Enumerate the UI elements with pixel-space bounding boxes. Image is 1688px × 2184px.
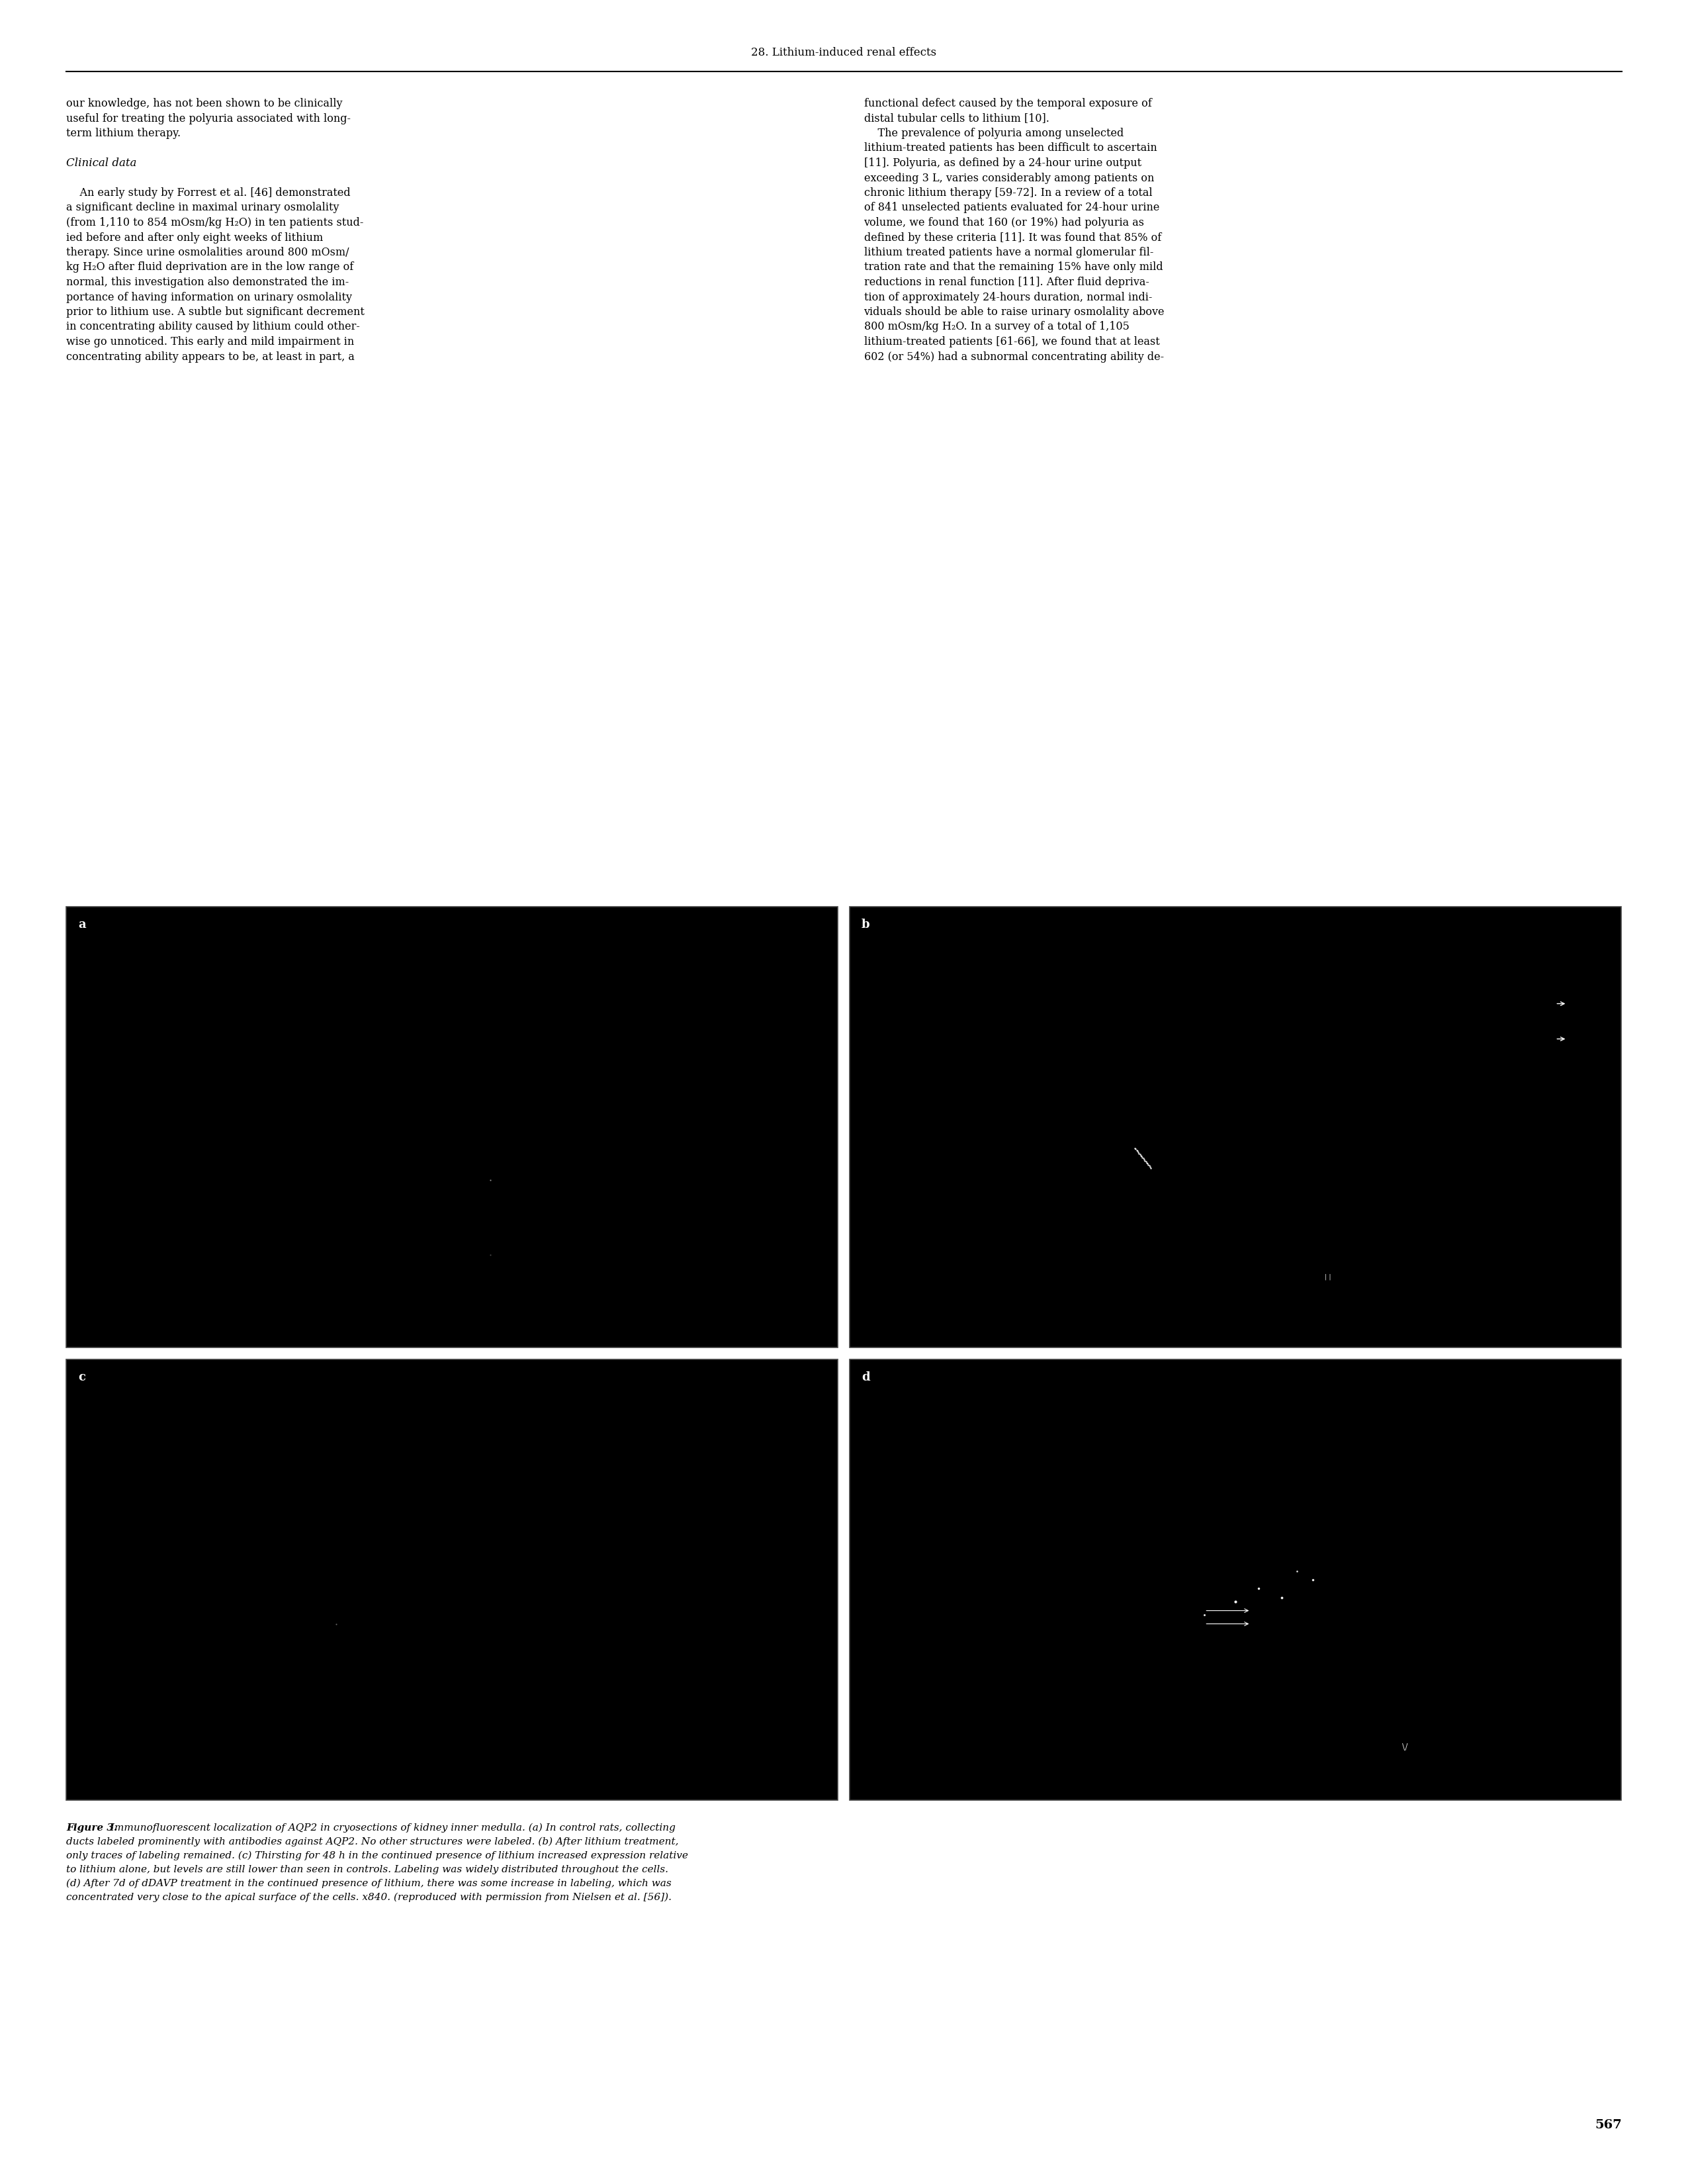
Text: useful for treating the polyuria associated with long-: useful for treating the polyuria associa… — [66, 114, 351, 124]
Text: of 841 unselected patients evaluated for 24-hour urine: of 841 unselected patients evaluated for… — [864, 203, 1160, 214]
Text: therapy. Since urine osmolalities around 800 mOsm/: therapy. Since urine osmolalities around… — [66, 247, 349, 258]
Text: 567: 567 — [1595, 2118, 1622, 2132]
Text: to lithium alone, but levels are still lower than seen in controls. Labeling was: to lithium alone, but levels are still l… — [66, 1865, 668, 1874]
Text: normal, this investigation also demonstrated the im-: normal, this investigation also demonstr… — [66, 277, 349, 288]
Bar — [66, 906, 837, 1348]
Text: prior to lithium use. A subtle but significant decrement: prior to lithium use. A subtle but signi… — [66, 306, 365, 317]
Text: concentrated very close to the apical surface of the cells. x840. (reproduced wi: concentrated very close to the apical su… — [66, 1894, 672, 1902]
Text: c: c — [78, 1372, 86, 1382]
Text: 800 mOsm/kg H₂O. In a survey of a total of 1,105: 800 mOsm/kg H₂O. In a survey of a total … — [864, 321, 1129, 332]
Text: kg H₂O after fluid deprivation are in the low range of: kg H₂O after fluid deprivation are in th… — [66, 262, 353, 273]
Text: in concentrating ability caused by lithium could other-: in concentrating ability caused by lithi… — [66, 321, 360, 332]
Text: ied before and after only eight weeks of lithium: ied before and after only eight weeks of… — [66, 232, 322, 242]
Text: functional defect caused by the temporal exposure of: functional defect caused by the temporal… — [864, 98, 1151, 109]
Bar — [849, 906, 1620, 1348]
Text: exceeding 3 L, varies considerably among patients on: exceeding 3 L, varies considerably among… — [864, 173, 1155, 183]
Bar — [66, 906, 837, 1348]
Text: portance of having information on urinary osmolality: portance of having information on urinar… — [66, 290, 353, 304]
Text: concentrating ability appears to be, at least in part, a: concentrating ability appears to be, at … — [66, 352, 354, 363]
Text: The prevalence of polyuria among unselected: The prevalence of polyuria among unselec… — [864, 127, 1124, 140]
Text: d: d — [861, 1372, 869, 1382]
Text: lithium-treated patients has been difficult to ascertain: lithium-treated patients has been diffic… — [864, 142, 1156, 153]
Bar — [849, 906, 1620, 1348]
Text: Immunofluorescent localization of AQP2 in cryosections of kidney inner medulla. : Immunofluorescent localization of AQP2 i… — [108, 1824, 675, 1832]
Text: (from 1,110 to 854 mOsm/kg H₂O) in ten patients stud-: (from 1,110 to 854 mOsm/kg H₂O) in ten p… — [66, 216, 363, 229]
Text: 602 (or 54%) had a subnormal concentrating ability de-: 602 (or 54%) had a subnormal concentrati… — [864, 352, 1163, 363]
Text: a significant decline in maximal urinary osmolality: a significant decline in maximal urinary… — [66, 203, 339, 214]
Text: (d) After 7d of dDAVP treatment in the continued presence of lithium, there was : (d) After 7d of dDAVP treatment in the c… — [66, 1878, 672, 1889]
Bar — [849, 1358, 1620, 1800]
Text: lithium-treated patients [61-66], we found that at least: lithium-treated patients [61-66], we fou… — [864, 336, 1160, 347]
Bar — [849, 1358, 1620, 1800]
Text: distal tubular cells to lithium [10].: distal tubular cells to lithium [10]. — [864, 114, 1048, 124]
Text: tration rate and that the remaining 15% have only mild: tration rate and that the remaining 15% … — [864, 262, 1163, 273]
Text: volume, we found that 160 (or 19%) had polyuria as: volume, we found that 160 (or 19%) had p… — [864, 216, 1144, 229]
Text: 28. Lithium-induced renal effects: 28. Lithium-induced renal effects — [751, 48, 937, 59]
Text: \/: \/ — [1403, 1743, 1408, 1752]
Text: Figure 3.: Figure 3. — [66, 1824, 116, 1832]
Text: a: a — [78, 919, 86, 930]
Text: [11]. Polyuria, as defined by a 24-hour urine output: [11]. Polyuria, as defined by a 24-hour … — [864, 157, 1141, 168]
Text: An early study by Forrest et al. [46] demonstrated: An early study by Forrest et al. [46] de… — [66, 188, 351, 199]
Text: our knowledge, has not been shown to be clinically: our knowledge, has not been shown to be … — [66, 98, 343, 109]
Text: only traces of labeling remained. (c) Thirsting for 48 h in the continued presen: only traces of labeling remained. (c) Th… — [66, 1852, 689, 1861]
Text: defined by these criteria [11]. It was found that 85% of: defined by these criteria [11]. It was f… — [864, 232, 1161, 242]
Text: wise go unnoticed. This early and mild impairment in: wise go unnoticed. This early and mild i… — [66, 336, 354, 347]
Text: ducts labeled prominently with antibodies against AQP2. No other structures were: ducts labeled prominently with antibodie… — [66, 1837, 679, 1848]
Text: reductions in renal function [11]. After fluid depriva-: reductions in renal function [11]. After… — [864, 277, 1150, 288]
Text: viduals should be able to raise urinary osmolality above: viduals should be able to raise urinary … — [864, 306, 1165, 317]
Bar — [66, 1358, 837, 1800]
Text: lithium treated patients have a normal glomerular fil-: lithium treated patients have a normal g… — [864, 247, 1153, 258]
Text: b: b — [861, 919, 869, 930]
Text: | |: | | — [1325, 1273, 1332, 1280]
Text: term lithium therapy.: term lithium therapy. — [66, 127, 181, 140]
Text: Clinical data: Clinical data — [66, 157, 137, 168]
Text: chronic lithium therapy [59-72]. In a review of a total: chronic lithium therapy [59-72]. In a re… — [864, 188, 1153, 199]
Text: tion of approximately 24-hours duration, normal indi-: tion of approximately 24-hours duration,… — [864, 290, 1151, 304]
Bar — [66, 1358, 837, 1800]
